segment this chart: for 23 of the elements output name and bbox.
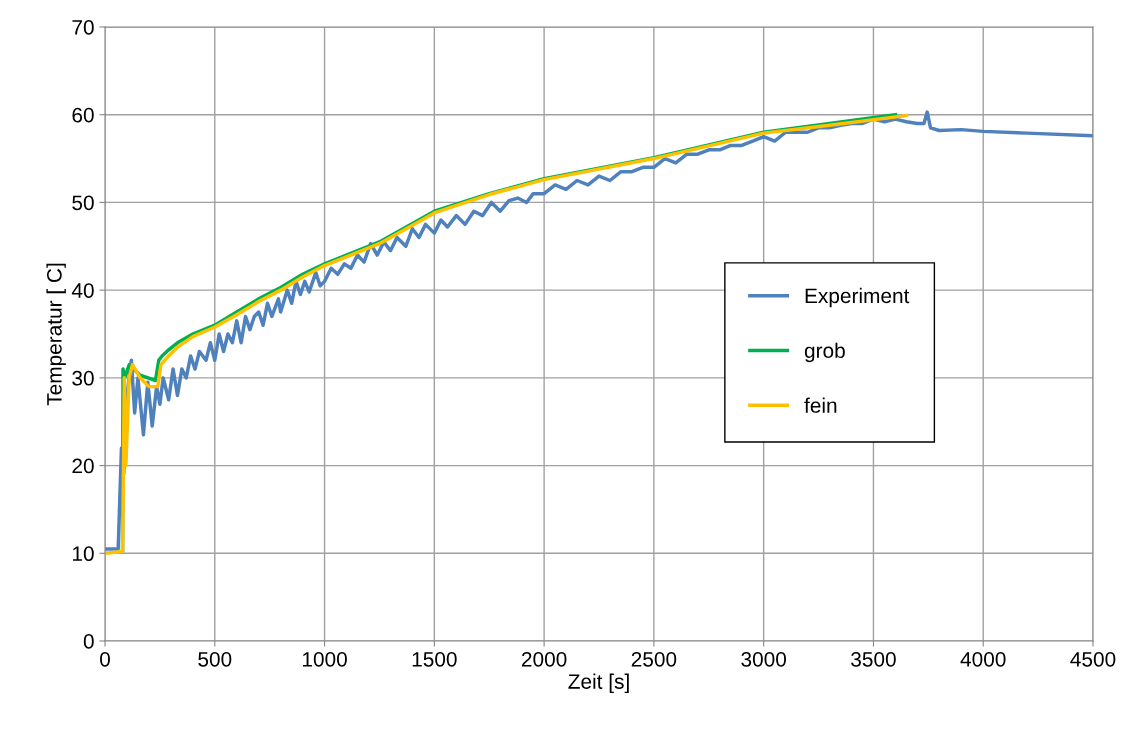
y-tick-label: 20 bbox=[72, 458, 94, 474]
x-tick-label: 1000 bbox=[302, 651, 347, 667]
x-tick-label: 3500 bbox=[851, 651, 896, 667]
x-axis-title: Zeit [s] bbox=[568, 673, 629, 694]
y-tick-label: 30 bbox=[72, 370, 94, 386]
y-tick-label: 60 bbox=[72, 107, 94, 123]
legend-label: fein bbox=[804, 397, 837, 413]
x-tick-label: 2000 bbox=[521, 651, 567, 667]
y-tick-label: 10 bbox=[73, 546, 94, 562]
y-tick-label: 50 bbox=[72, 195, 94, 211]
x-tick-label: 0 bbox=[100, 651, 110, 667]
legend-label: Experiment bbox=[805, 287, 910, 308]
x-tick-label: 4500 bbox=[1070, 651, 1116, 667]
x-tick-label: 2500 bbox=[631, 651, 677, 667]
y-tick-label: 70 bbox=[72, 20, 94, 35]
y-axis-title: Temperatur [ C] bbox=[46, 263, 66, 406]
x-tick-label: 4000 bbox=[960, 651, 1006, 667]
legend-label: grob bbox=[804, 342, 845, 363]
x-tick-label: 500 bbox=[198, 651, 232, 667]
y-tick-label: 0 bbox=[83, 634, 94, 649]
x-tick-label: 3000 bbox=[741, 651, 787, 667]
x-tick-label: 1500 bbox=[412, 651, 457, 667]
y-tick-label: 40 bbox=[71, 283, 94, 298]
